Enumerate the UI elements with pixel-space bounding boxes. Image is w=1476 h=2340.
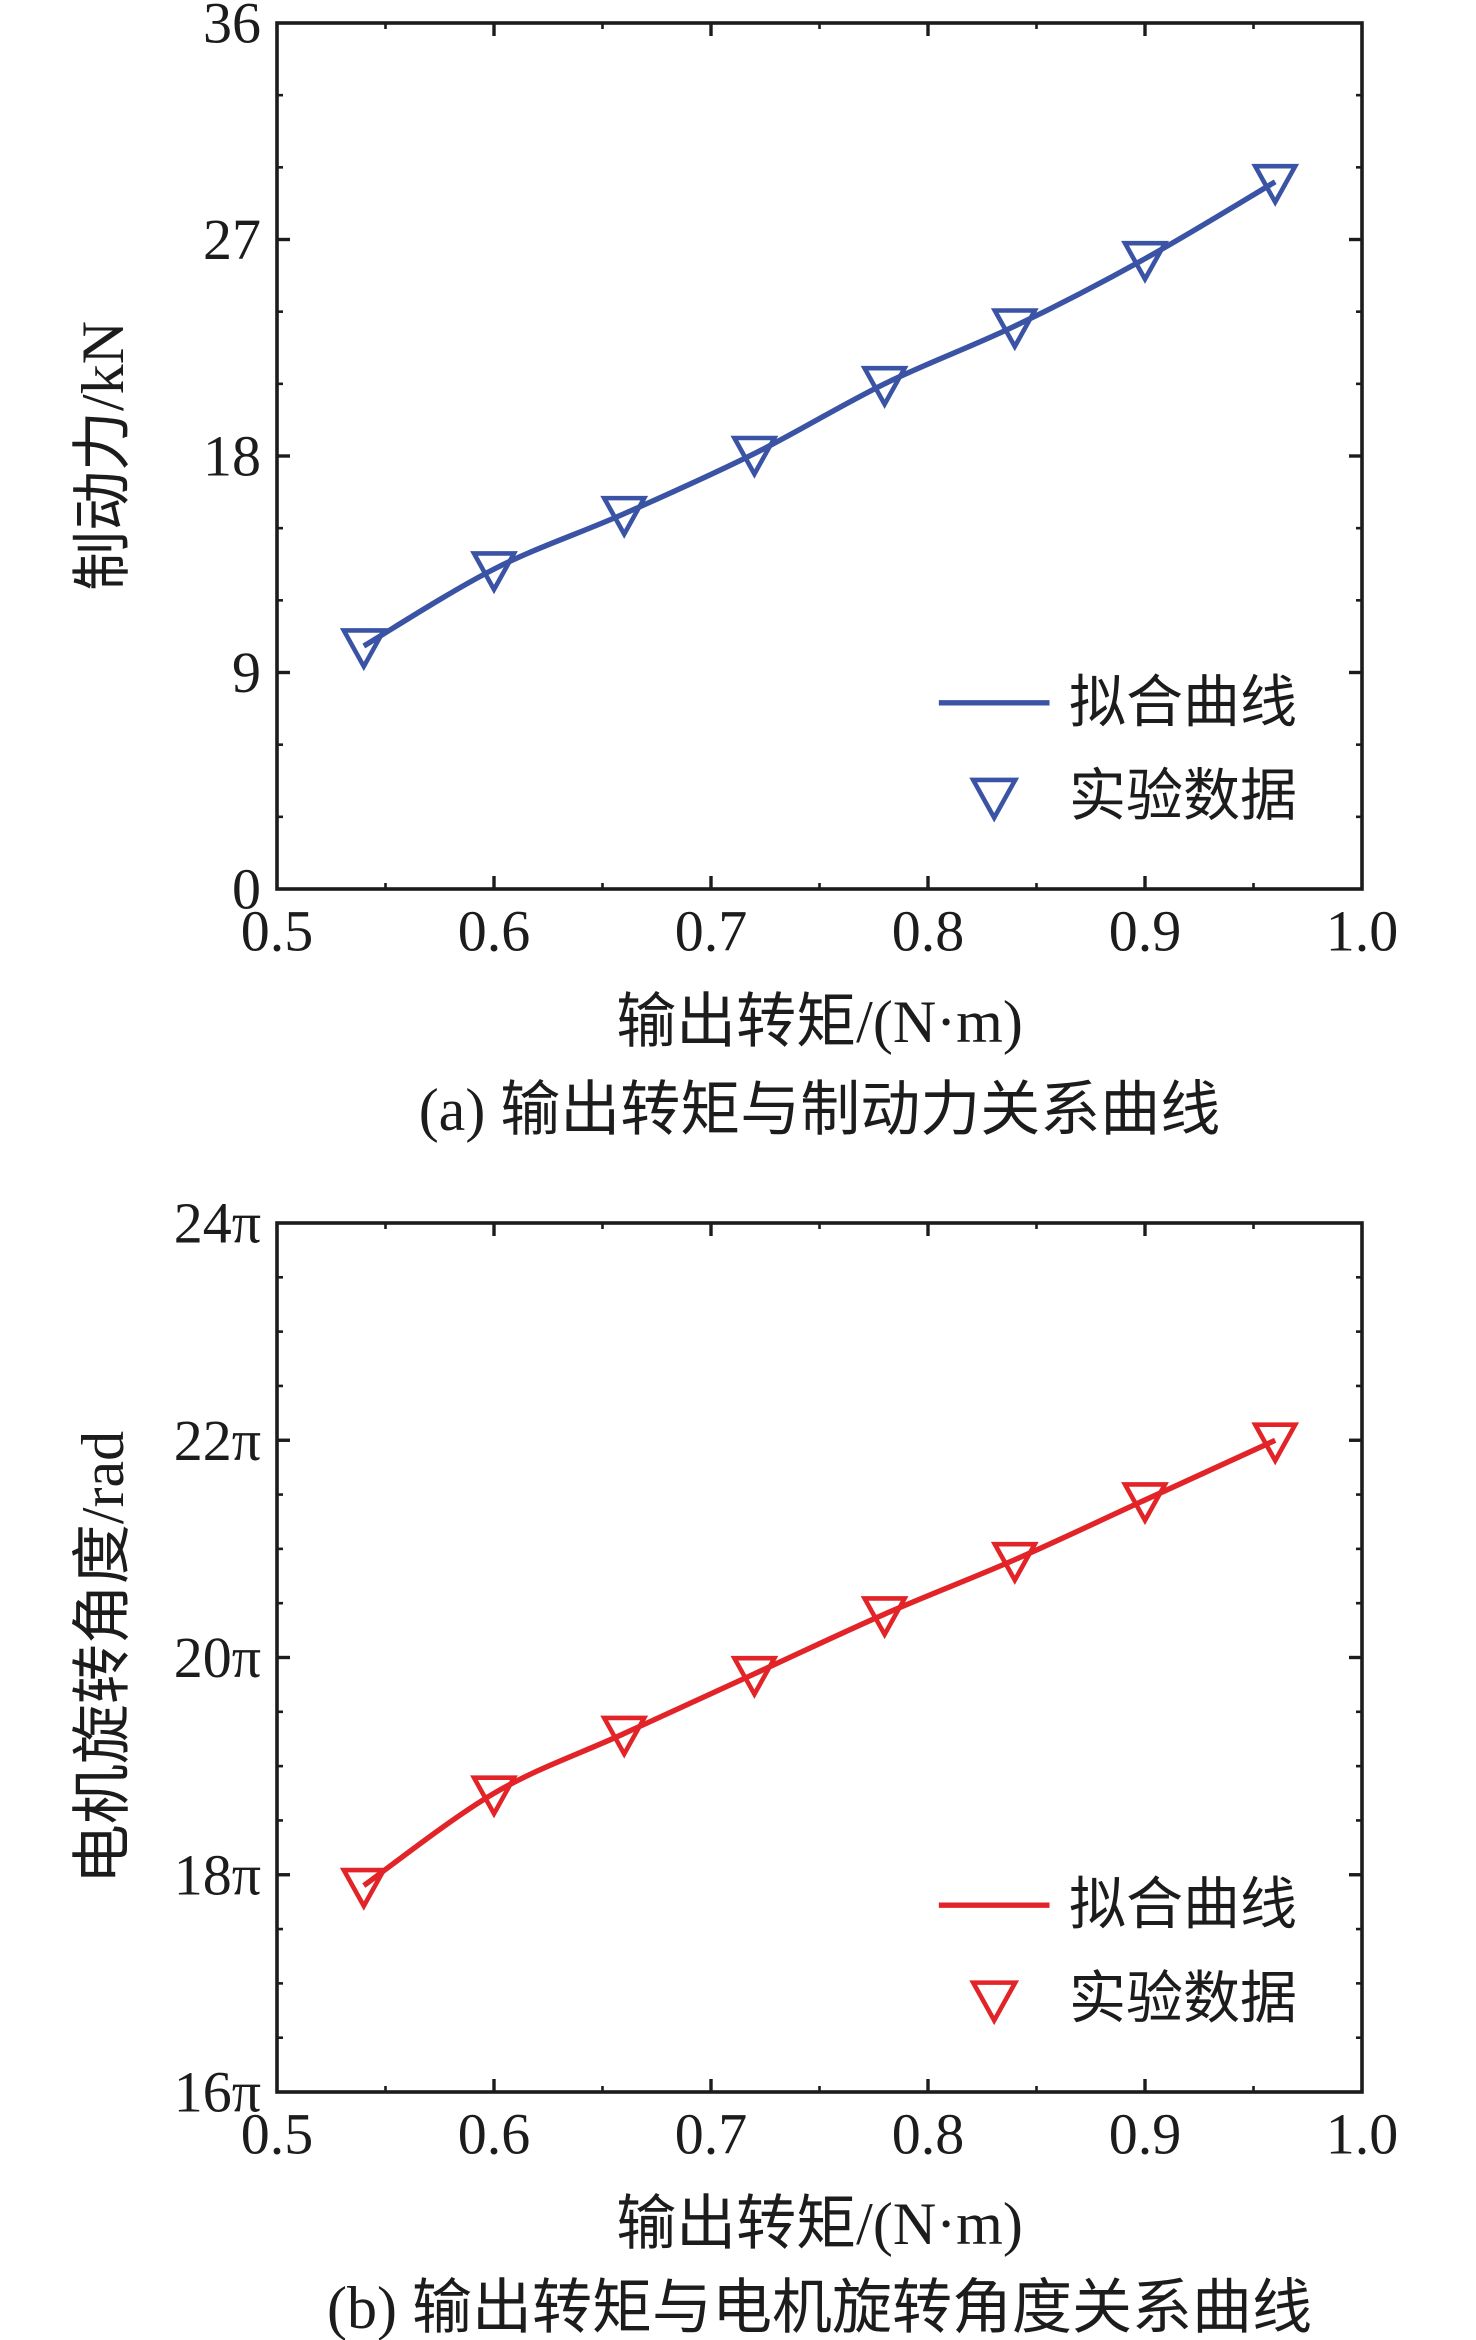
x-tick-label: 0.5 xyxy=(241,2102,314,2167)
y-tick-label: 36 xyxy=(203,0,261,56)
x-tick-label: 0.5 xyxy=(241,899,314,964)
y-tick-label: 20π xyxy=(174,1625,261,1690)
data-point-marker xyxy=(1251,1422,1300,1466)
x-axis-label: 输出转矩/(N·m) xyxy=(616,2191,1023,2257)
x-axis-label: 输出转矩/(N·m) xyxy=(616,989,1023,1055)
legend-label-exp: 实验数据 xyxy=(1069,765,1297,828)
data-point-marker xyxy=(1251,163,1300,207)
x-tick-label: 0.7 xyxy=(675,899,748,964)
data-point-marker xyxy=(1121,1482,1169,1526)
data-point-marker xyxy=(600,1715,649,1759)
chart-b: 0.5 0.6 0.7 0.8 0.9 1.0 16π 18π 20π 22π 24π 输出转矩/(N… xyxy=(0,1170,1476,2340)
legend-label-fit: 拟合曲线 xyxy=(1069,1874,1297,1937)
data-point-marker xyxy=(730,435,779,479)
y-tick-label: 0 xyxy=(232,857,261,922)
x-tick-label: 0.6 xyxy=(458,2102,531,2167)
plot-frame xyxy=(275,1221,1364,2094)
plot-frame xyxy=(275,21,1364,891)
x-tick-label: 1.0 xyxy=(1326,899,1399,964)
y-tick-label: 16π xyxy=(174,2060,261,2125)
y-axis-label: 电机旋转角度/rad xyxy=(70,1431,136,1884)
fit-curve xyxy=(362,1437,1277,1888)
y-tick-label: 27 xyxy=(203,207,261,272)
legend-label-fit: 拟合曲线 xyxy=(1069,671,1297,734)
x-tick-label: 0.6 xyxy=(458,899,531,964)
chart-caption: (b) 输出转矩与电机旋转角度关系曲线 xyxy=(327,2275,1312,2340)
data-point-marker xyxy=(1121,240,1169,284)
legend-marker-sample xyxy=(969,1980,1020,2026)
chart-caption: (a) 输出转矩与制动力关系曲线 xyxy=(419,1077,1221,1143)
data-point-marker xyxy=(470,551,518,595)
x-tick-label: 0.9 xyxy=(1109,2102,1182,2167)
data-point-marker xyxy=(730,1655,779,1699)
y-tick-label: 24π xyxy=(174,1191,261,1256)
x-tick-label: 0.9 xyxy=(1109,899,1182,964)
data-point-marker xyxy=(600,495,649,539)
data-point-marker xyxy=(339,1867,388,1911)
data-point-marker xyxy=(990,308,1039,352)
data-point-marker xyxy=(470,1775,518,1819)
y-tick-label: 18π xyxy=(174,1842,261,1907)
data-point-marker xyxy=(339,628,388,672)
chart-a-canvas: 0.5 0.6 0.7 0.8 0.9 1.0 0 9 18 27 36 输出转矩/(N·m) 制动力/… xyxy=(70,0,1399,1143)
legend-label-exp: 实验数据 xyxy=(1069,1968,1297,2031)
chart-b-canvas: 0.5 0.6 0.7 0.8 0.9 1.0 16π 18π 20π 22π 24π 输出转矩/(N… xyxy=(70,1191,1399,2340)
x-tick-label: 0.8 xyxy=(892,2102,965,2167)
x-tick-label: 1.0 xyxy=(1326,2102,1399,2167)
y-tick-label: 22π xyxy=(174,1408,261,1473)
data-point-marker xyxy=(990,1541,1039,1585)
data-point-marker xyxy=(860,1596,909,1640)
x-tick-label: 0.8 xyxy=(892,899,965,964)
chart-a: 0.5 0.6 0.7 0.8 0.9 1.0 0 9 18 27 36 输出转矩/(N·m) 制动力/… xyxy=(70,0,1399,1143)
legend-marker-sample xyxy=(969,777,1020,823)
y-axis-label: 制动力/kN xyxy=(70,321,136,591)
y-tick-label: 9 xyxy=(232,640,261,705)
data-point-marker xyxy=(860,365,909,409)
y-tick-label: 18 xyxy=(203,424,261,489)
x-tick-label: 0.7 xyxy=(675,2102,748,2167)
